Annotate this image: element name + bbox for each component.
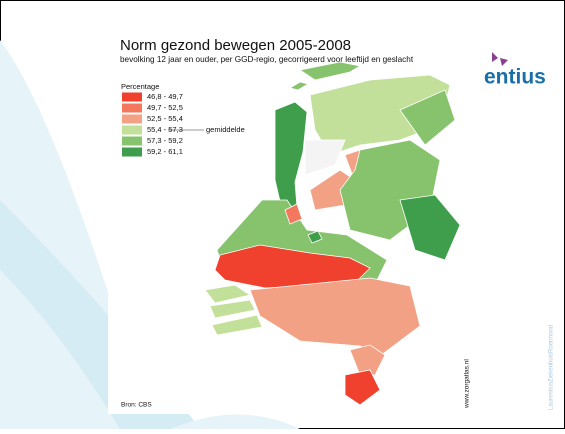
region bbox=[214, 244, 371, 289]
map bbox=[204, 61, 461, 406]
logo: entius bbox=[484, 66, 546, 89]
region bbox=[399, 194, 461, 261]
lake bbox=[304, 139, 346, 176]
bg-swoosh bbox=[170, 414, 300, 429]
legend-label: 49,7 - 52,5 bbox=[147, 103, 183, 112]
region bbox=[344, 369, 381, 406]
map-title: Norm gezond bewegen 2005-2008 bbox=[120, 37, 351, 54]
average-label: gemiddelde bbox=[206, 125, 245, 134]
website: www.zorgatlas.nl bbox=[464, 359, 471, 409]
wadden-islands bbox=[288, 61, 362, 91]
side-text: LaurentiusZiekenhuisRoermond bbox=[549, 325, 555, 410]
legend-label: 59,2 - 61,1 bbox=[147, 147, 183, 156]
legend-swatch bbox=[122, 92, 142, 102]
legend-title: Percentage bbox=[121, 82, 159, 91]
region bbox=[349, 344, 386, 376]
legend-swatch bbox=[122, 125, 142, 135]
legend-swatch bbox=[122, 136, 142, 146]
region bbox=[399, 89, 456, 146]
region bbox=[307, 230, 323, 244]
legend-swatch bbox=[122, 147, 142, 157]
legend-swatch bbox=[122, 103, 142, 113]
legend: 46,8 - 49,7 49,7 - 52,5 52,5 - 55,4 55,4 - … bbox=[122, 92, 183, 157]
legend-label: 57,3 - 59,2 bbox=[147, 136, 183, 145]
map-subtitle: bevolking 12 jaar en ouder, per GGD-regi… bbox=[120, 55, 414, 64]
region bbox=[284, 203, 303, 225]
source: Bron: CBS bbox=[121, 402, 152, 409]
region bbox=[204, 284, 263, 336]
legend-label: 55,4 - 57,3 bbox=[147, 125, 183, 134]
legend-label: 46,8 - 49,7 bbox=[147, 92, 183, 101]
legend-label: 52,5 - 55,4 bbox=[147, 114, 183, 123]
legend-swatch bbox=[122, 114, 142, 124]
logo-icon bbox=[492, 52, 508, 66]
